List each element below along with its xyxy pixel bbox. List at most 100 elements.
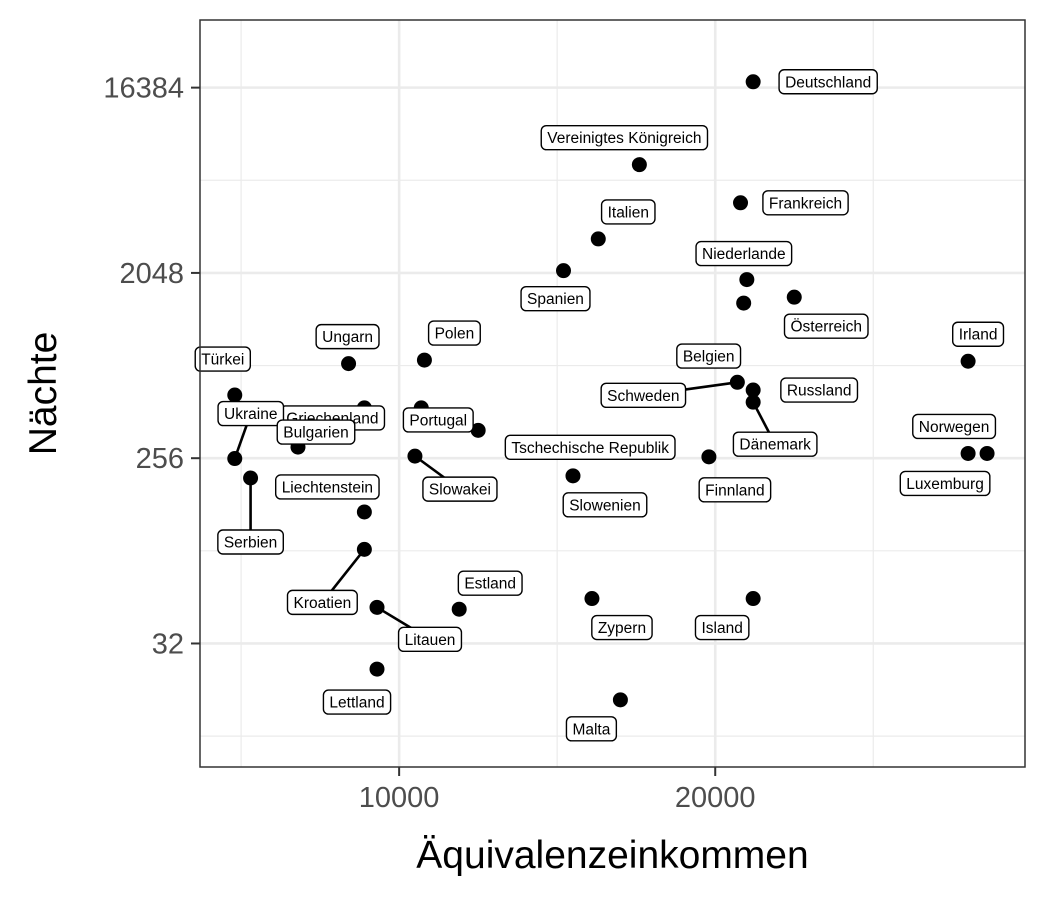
label-text: Frankreich (769, 195, 842, 212)
point-zypern (584, 591, 600, 607)
point-belgien (736, 295, 752, 311)
label-text: Norwegen (919, 419, 990, 436)
point-malta (612, 692, 628, 708)
point-frankreich (733, 195, 749, 211)
y-axis: 32 256 2048 16384 (103, 73, 200, 660)
label-polen: Polen (427, 320, 481, 346)
label-italien: Italien (600, 199, 656, 225)
label-island: Island (694, 614, 750, 641)
point-irland (960, 353, 976, 369)
label-luxemburg: Luxemburg (899, 470, 991, 497)
label-text: Luxemburg (906, 476, 984, 493)
label-text: Irland (959, 327, 998, 344)
point-slowenien (565, 468, 581, 484)
label-norwegen: Norwegen (912, 413, 997, 440)
label-box (194, 346, 252, 372)
point-deutschland (745, 74, 761, 90)
point-litauen (369, 599, 385, 615)
label-irland: Irland (952, 321, 1005, 347)
point-luxemburg (979, 445, 995, 461)
x-axis: 10000 20000 (359, 767, 756, 814)
label-lettland: Lettland (322, 689, 392, 715)
label-text: Deutschland (785, 74, 871, 91)
point-italien (590, 231, 606, 247)
label-box (286, 589, 358, 616)
label-text: Tschechische Republik (511, 440, 669, 457)
label-text: Kroatien (294, 595, 352, 612)
label-box (217, 400, 285, 427)
plot-border (199, 19, 1026, 768)
label-text: Portugal (409, 412, 467, 429)
point-kroatien (356, 541, 372, 557)
label-portugal: Portugal (402, 407, 474, 433)
y-tick-label: 256 (136, 443, 184, 475)
y-tick-label: 2048 (119, 258, 184, 290)
label-box (600, 382, 687, 409)
label-box (276, 419, 356, 445)
point-schweden (729, 374, 745, 390)
label-text: Niederlande (702, 246, 786, 263)
label-text: Finnland (705, 482, 764, 499)
label-serbien: Serbien (217, 529, 284, 555)
label-schweden: Schweden (600, 382, 687, 409)
label-belgien: Belgien (676, 343, 742, 369)
label-liechtenstein: Liechtenstein (274, 474, 380, 500)
label-box (540, 124, 709, 151)
label-frankreich: Frankreich (762, 190, 849, 216)
x-axis-title: Äquivalenzeinkommen (416, 834, 808, 877)
label-box (899, 470, 991, 497)
label-spanien: Spanien (520, 285, 591, 312)
point-norwegen (960, 445, 976, 461)
label-box (565, 716, 618, 742)
label-text: Italien (608, 204, 649, 221)
point-labels: Deutschland Vereinigtes Königreich Frankre… (194, 69, 1005, 742)
label-box (457, 570, 523, 596)
y-tick-label: 16384 (103, 73, 184, 105)
label-box (676, 343, 742, 369)
label-turkei: Türkei (194, 346, 252, 372)
label-deutschland: Deutschland (778, 69, 878, 95)
label-box (520, 285, 591, 312)
label-box (422, 476, 498, 502)
point-ukraine (227, 451, 243, 467)
label-text: Estland (464, 576, 516, 593)
point-niederlande (739, 272, 755, 288)
label-box (694, 614, 750, 641)
label-box (504, 434, 676, 461)
point-ungarn (341, 356, 357, 372)
point-russland (745, 382, 761, 398)
y-axis-title: Nächte (22, 332, 65, 456)
label-bulgarien: Bulgarien (276, 419, 356, 445)
label-box (695, 240, 793, 267)
label-zypern: Zypern (591, 614, 653, 641)
label-text: Ukraine (224, 406, 277, 423)
label-vereinigtes-konigreich: Vereinigtes Königreich (540, 124, 709, 151)
label-box (778, 69, 878, 95)
label-ungarn: Ungarn (315, 323, 380, 350)
point-tschechische-republik (470, 422, 486, 438)
label-estland: Estland (457, 570, 523, 596)
point-estland (451, 601, 467, 617)
label-finnland: Finnland (698, 477, 772, 503)
label-niederlande: Niederlande (695, 240, 793, 267)
point-turkei (227, 387, 243, 403)
label-box (912, 413, 997, 440)
label-box (783, 313, 869, 339)
point-liechtenstein (356, 504, 372, 520)
point-finnland (701, 449, 717, 465)
label-text: Bulgarien (283, 425, 349, 442)
label-text: Russland (787, 383, 852, 400)
point-danemark (745, 394, 761, 410)
label-osterreich: Österreich (783, 313, 869, 339)
label-box (217, 529, 284, 555)
label-kroatien: Kroatien (286, 589, 358, 616)
label-box (591, 614, 653, 641)
point-osterreich (786, 289, 802, 305)
label-box (315, 323, 380, 350)
label-box (562, 492, 648, 518)
point-island (745, 591, 761, 607)
x-tick-label: 20000 (675, 782, 756, 814)
label-russland: Russland (780, 377, 859, 403)
label-text: Spanien (527, 291, 584, 308)
label-text: Österreich (791, 318, 863, 336)
